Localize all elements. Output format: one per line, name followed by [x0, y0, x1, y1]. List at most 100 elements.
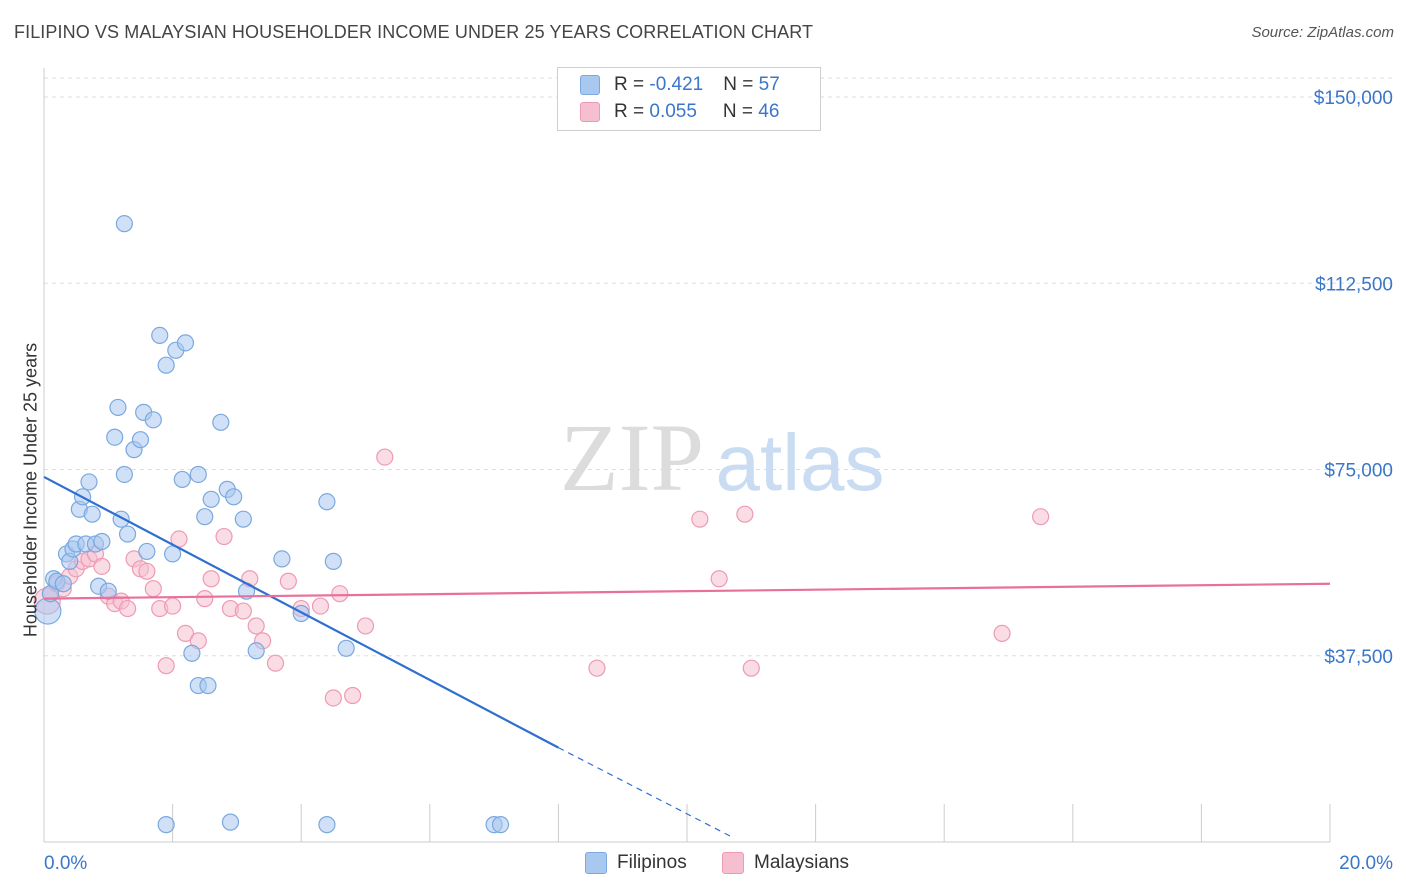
filipinos-point-33 [173, 470, 191, 489]
malaysians-point-44 [736, 505, 754, 523]
legend-r-label: R = [614, 101, 650, 122]
filipinos-point-16 [93, 532, 111, 551]
axis-labels: $37,500 $75,000 $112,500 $150,000 0.0% 20.0% [44, 88, 1393, 874]
malaysians-point-47 [1032, 508, 1050, 526]
watermark-zip: ZIP [560, 404, 704, 511]
malaysians-point-26 [215, 527, 233, 546]
malaysians-point-17 [144, 580, 162, 598]
malaysians-point-30 [247, 617, 265, 635]
malaysians-points [33, 448, 1050, 707]
filipinos-point-17 [99, 582, 117, 600]
malaysians-point-16 [138, 562, 156, 580]
filipinos-point-12 [80, 473, 98, 491]
malaysians-point-38 [344, 686, 362, 705]
filipinos-point-54 [318, 816, 336, 834]
legend-row-filipinos: R = -0.421 N = 57 [580, 74, 780, 100]
filipinos-point-30 [164, 545, 182, 563]
filipinos-point-28 [151, 326, 169, 344]
y-axis-title-wrap: Householder Income Under 25 years [16, 200, 46, 780]
legend-n-value-filipinos: 57 [758, 74, 780, 95]
filipinos-point-56 [491, 816, 510, 834]
filipinos-point-29 [157, 356, 175, 374]
filipinos-point-19 [109, 398, 127, 417]
malaysians-point-35 [311, 597, 330, 615]
malaysians-point-25 [202, 570, 220, 588]
y-tick-label-1: $75,000 [1324, 461, 1393, 482]
x-tick-label-max: 20.0% [1339, 853, 1393, 874]
legend-r-value-malaysians: 0.055 [649, 101, 697, 122]
filipinos-point-34 [183, 644, 201, 662]
chart-title: FILIPINO VS MALAYSIAN HOUSEHOLDER INCOME… [14, 22, 814, 42]
legend-r-value-filipinos: -0.421 [649, 74, 704, 95]
bottom-legend-swatch-blue [585, 852, 607, 874]
bottom-legend-filipinos: Filipinos [585, 852, 687, 874]
legend-n-value-malaysians: 46 [758, 101, 780, 122]
filipinos-trendline [43, 475, 559, 749]
malaysians-trendline [43, 582, 1331, 600]
malaysians-point-32 [266, 654, 285, 672]
legend-swatch-blue [580, 74, 600, 95]
bottom-legend-label-filipinos: Filipinos [617, 852, 687, 874]
filipinos-point-43 [247, 642, 265, 660]
trendlines [43, 475, 1331, 838]
legend-n-label: N = [723, 74, 759, 95]
legend-r-label: R = [614, 74, 650, 95]
axes [43, 68, 1331, 843]
x-tick-label-min: 0.0% [44, 853, 87, 874]
bottom-legend-malaysians: Malaysians [722, 852, 849, 874]
filipinos-point-27 [144, 411, 162, 429]
malaysians-point-45 [742, 659, 760, 677]
filipinos-point-22 [118, 525, 137, 543]
legend-n-label: N = [722, 101, 759, 122]
filipinos-point-41 [234, 510, 252, 528]
malaysians-point-19 [157, 657, 175, 675]
filipinos-point-32 [176, 334, 195, 352]
y-tick-label-2: $112,500 [1315, 274, 1393, 295]
legend-row-malaysians: R = 0.055 N = 46 [580, 101, 779, 127]
bottom-legend-swatch-pink [722, 852, 744, 874]
watermark: ZIP atlas [560, 404, 884, 511]
filipinos-point-37 [202, 490, 220, 508]
legend-swatch-pink [580, 101, 600, 122]
filipinos-point-48 [337, 639, 355, 657]
malaysians-point-43 [710, 570, 728, 588]
bottom-legend-label-malaysians: Malaysians [754, 852, 850, 874]
filipinos-point-47 [324, 552, 342, 570]
y-tick-label-3: $150,000 [1314, 88, 1393, 109]
filipinos-points [34, 215, 510, 834]
filipinos-point-21 [115, 465, 133, 484]
filipinos-point-24 [131, 431, 150, 449]
y-axis-title: Householder Income Under 25 years [20, 342, 41, 638]
malaysians-point-37 [331, 585, 349, 603]
malaysians-point-33 [279, 572, 297, 590]
filipinos-point-36 [196, 508, 214, 526]
filipinos-trendline-extension [558, 747, 733, 838]
filipinos-point-50 [199, 676, 217, 695]
filipinos-point-52 [157, 816, 175, 834]
source-label: Source: ZipAtlas.com [1251, 24, 1394, 41]
malaysians-point-9 [93, 557, 111, 575]
malaysians-point-13 [118, 599, 137, 618]
filipinos-point-46 [318, 493, 336, 511]
malaysians-point-28 [234, 602, 252, 620]
malaysians-point-36 [324, 689, 342, 707]
watermark-atlas: atlas [716, 418, 885, 507]
filipinos-point-35 [189, 465, 207, 484]
malaysians-point-22 [176, 624, 195, 643]
y-tick-label-0: $37,500 [1324, 647, 1393, 668]
filipinos-point-18 [106, 428, 124, 446]
malaysians-point-24 [196, 590, 214, 608]
malaysians-point-46 [993, 624, 1011, 643]
correlation-legend: R = -0.421 N = 57 R = 0.055 N = 46 [557, 67, 821, 131]
malaysians-point-42 [691, 510, 709, 528]
malaysians-point-39 [356, 617, 375, 635]
malaysians-point-41 [588, 659, 606, 677]
filipinos-point-38 [212, 413, 230, 431]
filipinos-point-40 [225, 488, 243, 506]
filipinos-point-4 [54, 575, 72, 593]
gridlines [44, 77, 1392, 657]
filipinos-point-13 [83, 505, 101, 523]
malaysians-point-20 [164, 597, 182, 615]
filipinos-point-26 [138, 542, 156, 561]
